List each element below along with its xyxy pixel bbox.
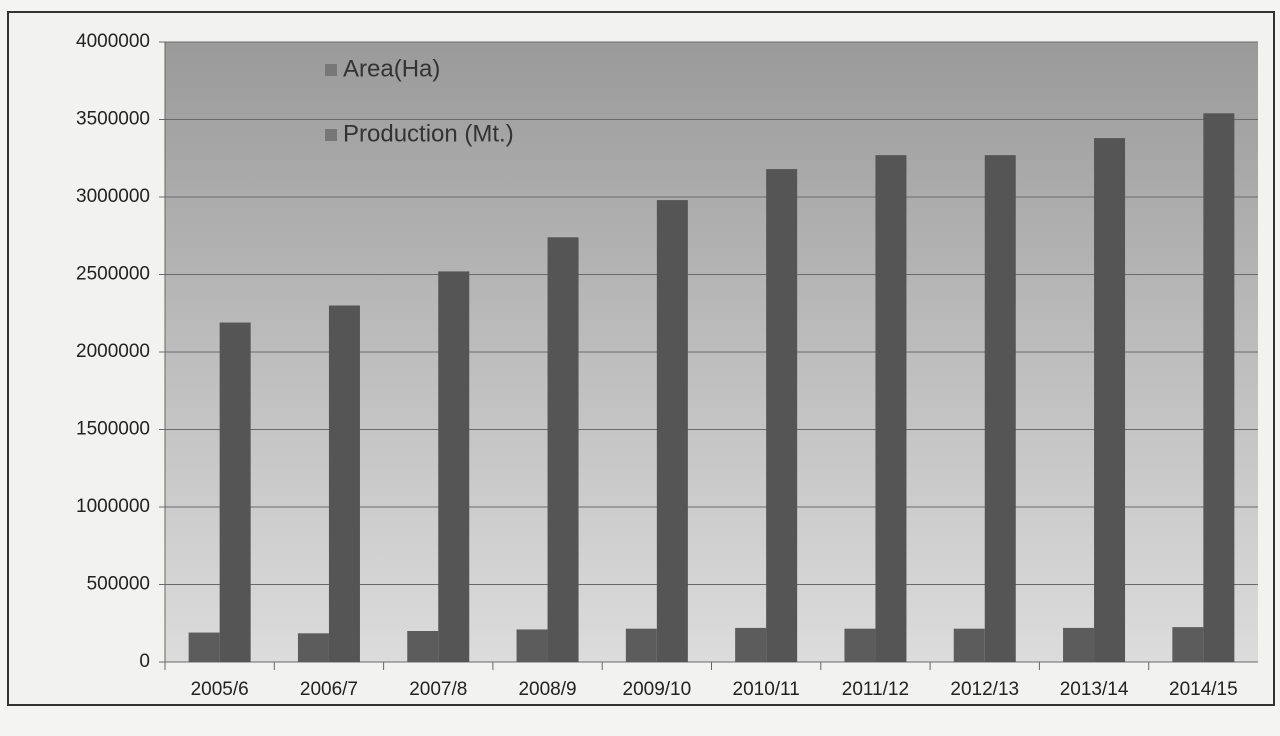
legend-swatch [325,64,337,76]
bar [656,200,688,662]
y-tick-label: 2000000 [76,341,150,362]
bar [625,628,657,662]
bar [1172,627,1204,662]
x-tick-label: 2009/10 [623,679,692,700]
bar [1094,138,1126,663]
bar [1203,113,1235,663]
bar [844,628,876,662]
legend-swatch [325,129,337,141]
bar [766,169,798,662]
bar [1063,627,1095,662]
x-tick-label: 2013/14 [1060,679,1129,700]
x-tick-label: 2006/7 [300,679,358,700]
bar [438,271,470,662]
bar [547,237,579,663]
bar [953,628,985,662]
x-tick-label: 2007/8 [409,679,467,700]
bar [328,305,360,662]
y-tick-label: 3000000 [76,186,150,207]
x-tick-label: 2008/9 [518,679,576,700]
x-tick-label: 2012/13 [950,679,1019,700]
bar [984,155,1016,662]
y-tick-label: 500000 [87,574,150,595]
y-tick-label: 4000000 [76,31,150,52]
x-tick-label: 2005/6 [191,679,249,700]
legend-label: Production (Mt.) [343,120,514,147]
x-tick-label: 2010/11 [733,679,800,700]
x-tick-label: 2014/15 [1169,679,1238,700]
y-tick-label: 2500000 [76,264,150,285]
bar [875,155,907,662]
bar [407,631,439,662]
y-tick-label: 3500000 [76,109,150,130]
bar [219,322,251,662]
bar [188,632,220,662]
x-tick-label: 2011/12 [842,679,909,700]
bar [297,633,329,662]
y-tick-label: 0 [139,651,150,672]
legend-label: Area(Ha) [343,55,440,82]
y-tick-label: 1500000 [76,419,150,440]
bar [516,629,548,662]
bar [735,627,767,662]
y-tick-label: 1000000 [76,496,150,517]
